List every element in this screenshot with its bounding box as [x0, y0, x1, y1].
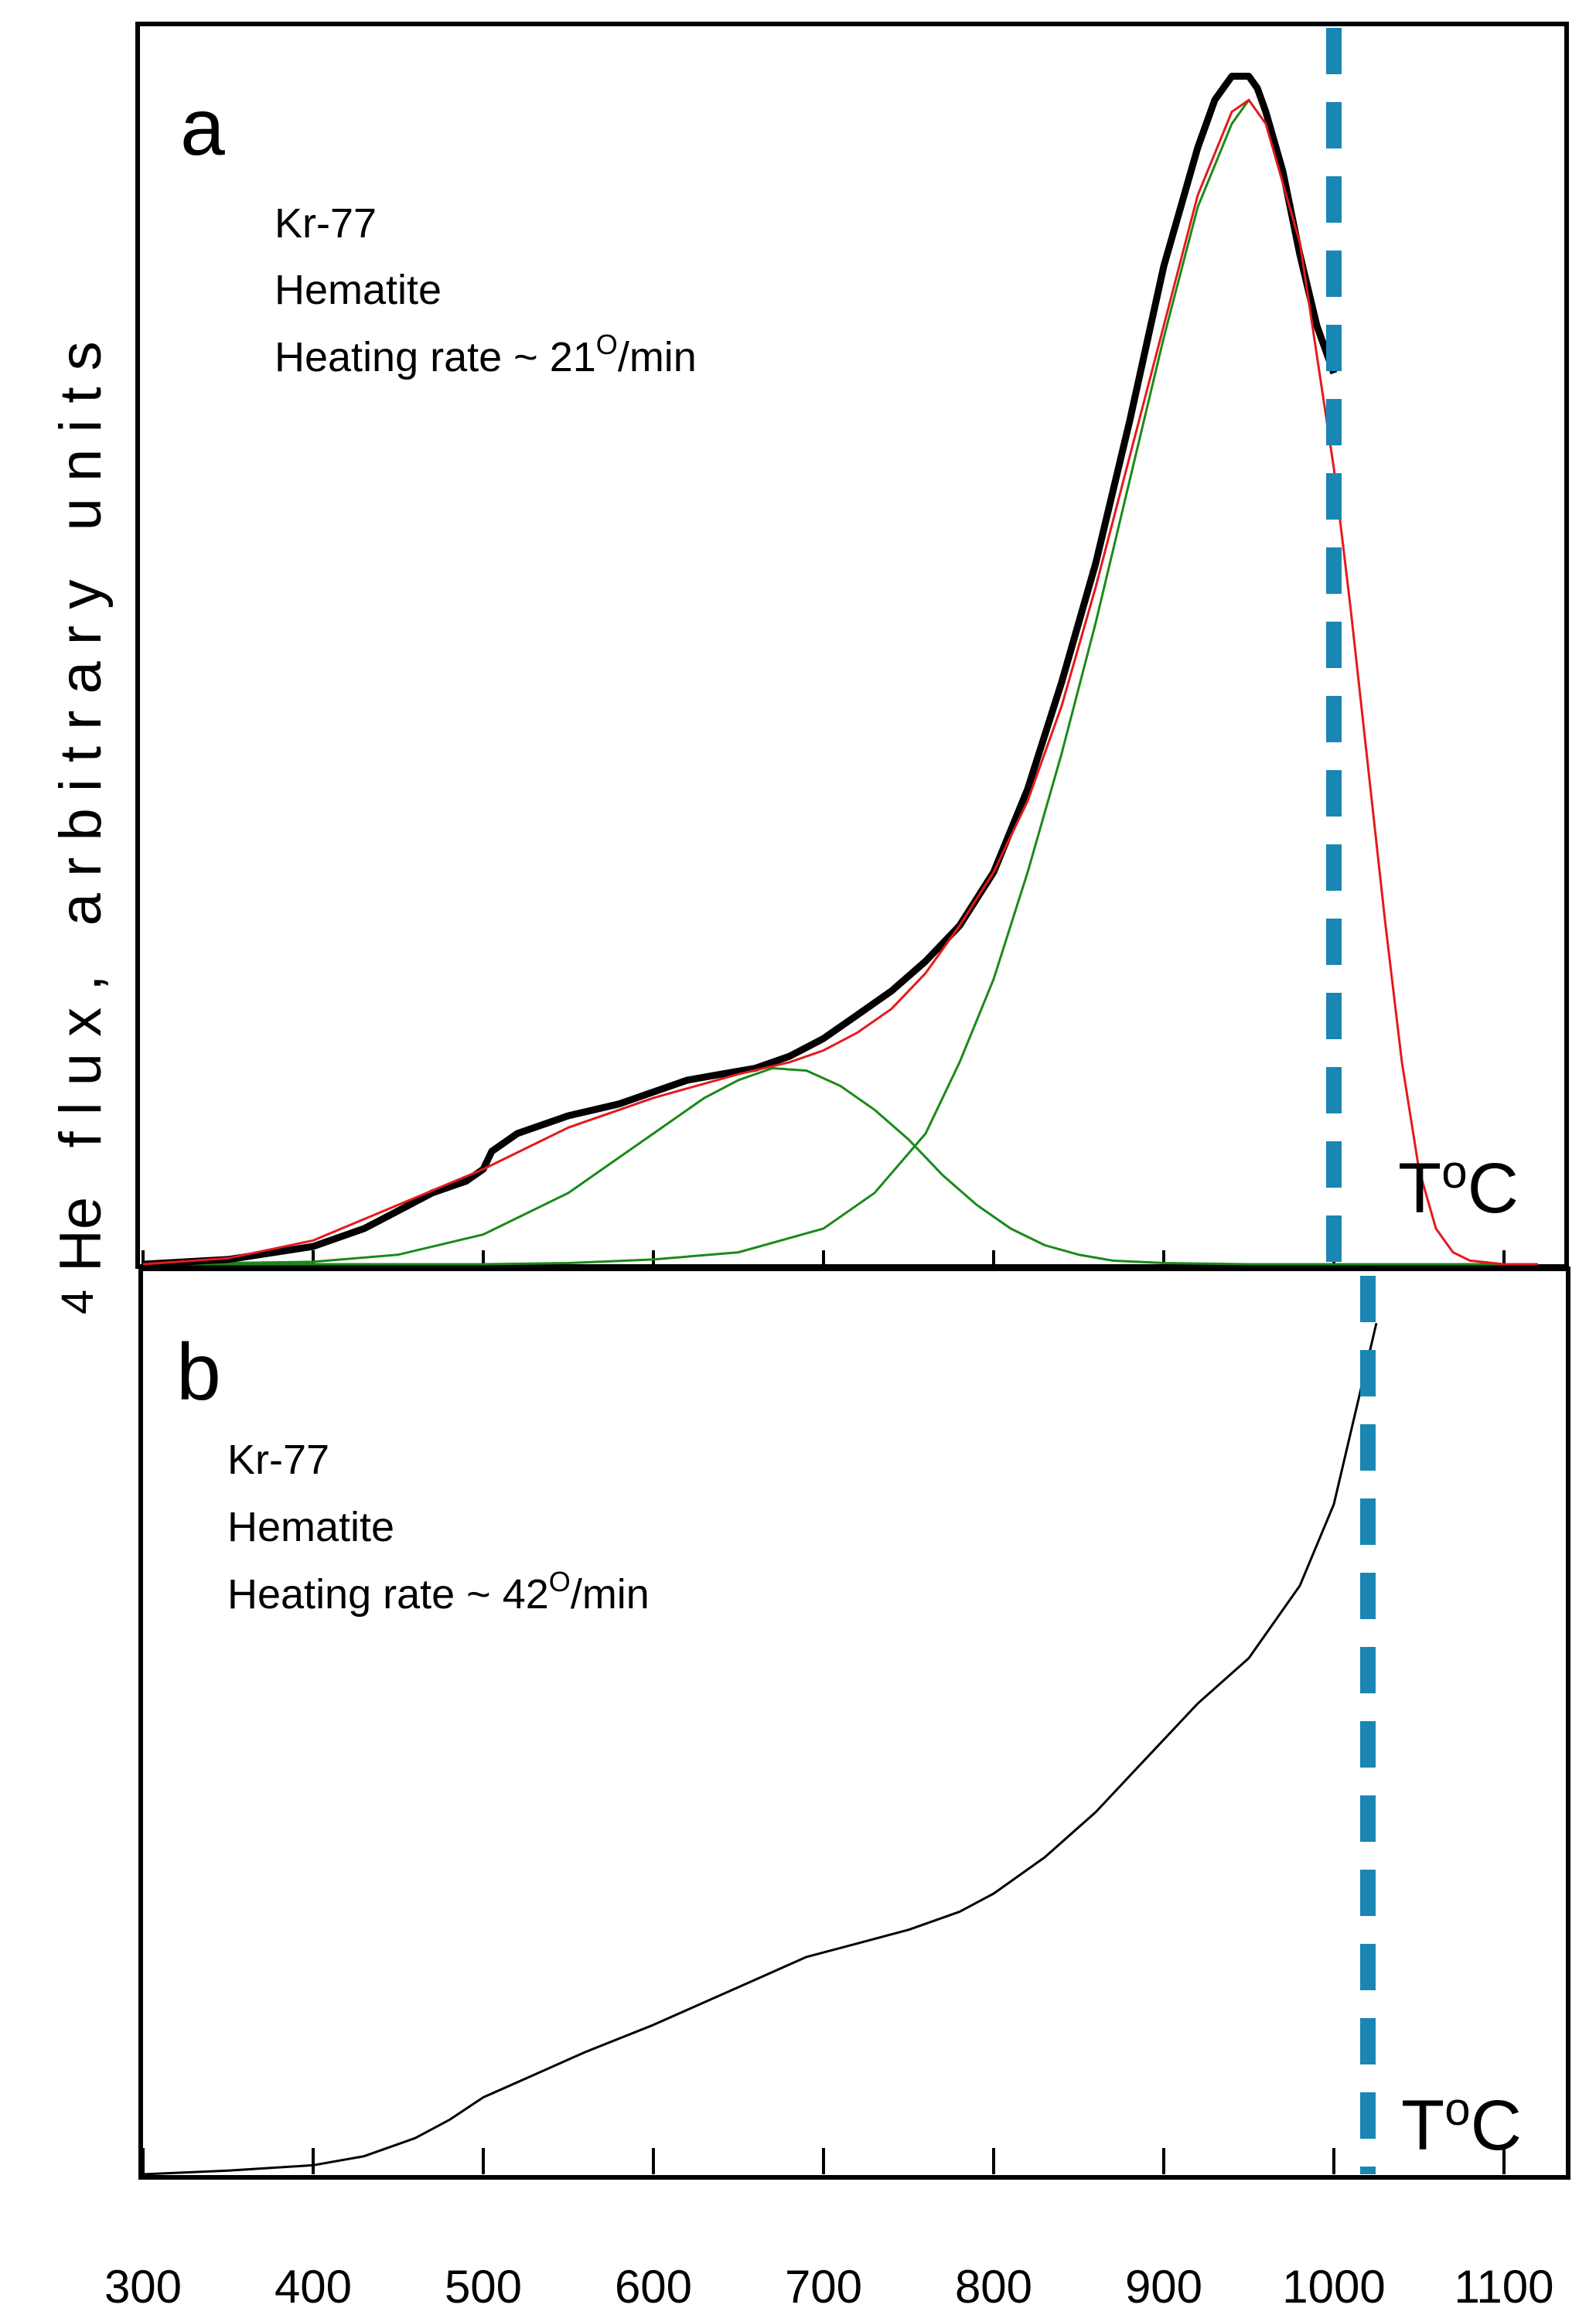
panel-a-mineral: Hematite: [275, 267, 442, 313]
panel-b-x-unit: ToC: [1401, 2083, 1522, 2165]
panel-a-rate-prefix: Heating rate ~ 21: [275, 334, 596, 380]
panel-a-letter: a: [180, 83, 225, 172]
panel-a-x-unit-deg: o: [1441, 1146, 1467, 1198]
x-tick-label: 600: [615, 2261, 692, 2313]
panel-b-rate-prefix: Heating rate ~ 42: [227, 1571, 549, 1618]
panel-b-measured-line: [142, 1322, 1378, 2176]
panel-b-x-unit-deg: o: [1444, 2083, 1470, 2135]
panel-a-fit-components: [142, 99, 1538, 1266]
panel-b-mineral: Hematite: [227, 1504, 394, 1550]
panel-b-heating-rate: Heating rate ~ 42O/min: [227, 1566, 650, 1618]
panel-a-sample: Kr-77: [275, 200, 377, 247]
panel-a-fit-total-line: [142, 98, 1538, 1266]
panel-b-sample: Kr-77: [227, 1437, 329, 1483]
panel-b: b Kr-77 Hematite Heating rate ~ 42O/min …: [138, 1267, 1570, 2180]
y-axis-label: 4 He f l u x , a r b i t r a r y u n i t…: [48, 341, 114, 1314]
panel-a-measured-line: [142, 73, 1338, 1268]
panel-a-x-unit: ToC: [1398, 1146, 1519, 1228]
panel-a-component-1-line: [142, 1066, 1538, 1266]
y-axis-label-superscript: 4: [53, 1290, 103, 1314]
x-tick-label: 700: [785, 2261, 862, 2313]
x-tick-label: 1100: [1454, 2261, 1553, 2313]
panel-b-ticks: [142, 2148, 1506, 2174]
panel-b-rate-sup: O: [549, 1566, 571, 1597]
panel-a-x-unit-c: C: [1468, 1149, 1519, 1228]
y-axis-label-text: He f l u x , a r b i t r a r y u n i t s: [48, 341, 114, 1272]
panel-b-x-unit-t: T: [1401, 2086, 1444, 2165]
panel-a-rate-suffix: /min: [618, 334, 697, 380]
panel-a-heating-rate: Heating rate ~ 21O/min: [275, 329, 697, 380]
panel-a: a Kr-77 Hematite Heating rate ~ 21O/min …: [135, 22, 1569, 1269]
panel-b-rate-suffix: /min: [571, 1571, 650, 1618]
panel-b-frame: [138, 1267, 1570, 2180]
panel-a-component-2-line: [143, 99, 1250, 1266]
x-tick-label: 500: [445, 2261, 522, 2313]
panel-a-x-unit-t: T: [1398, 1149, 1441, 1228]
x-tick-label: 400: [275, 2261, 352, 2313]
x-tick-label: 800: [955, 2261, 1032, 2313]
panel-a-ticks: [142, 1250, 1506, 1264]
x-tick-label: 900: [1125, 2261, 1202, 2313]
x-tick-labels: 300 400 500 600 700 800 900 1000 1100: [104, 2261, 1554, 2313]
panel-a-rate-sup: O: [596, 329, 618, 360]
panel-b-x-unit-c: C: [1471, 2086, 1522, 2165]
x-tick-label: 1000: [1282, 2261, 1385, 2313]
x-tick-label: 300: [104, 2261, 182, 2313]
panel-b-letter: b: [176, 1328, 221, 1417]
